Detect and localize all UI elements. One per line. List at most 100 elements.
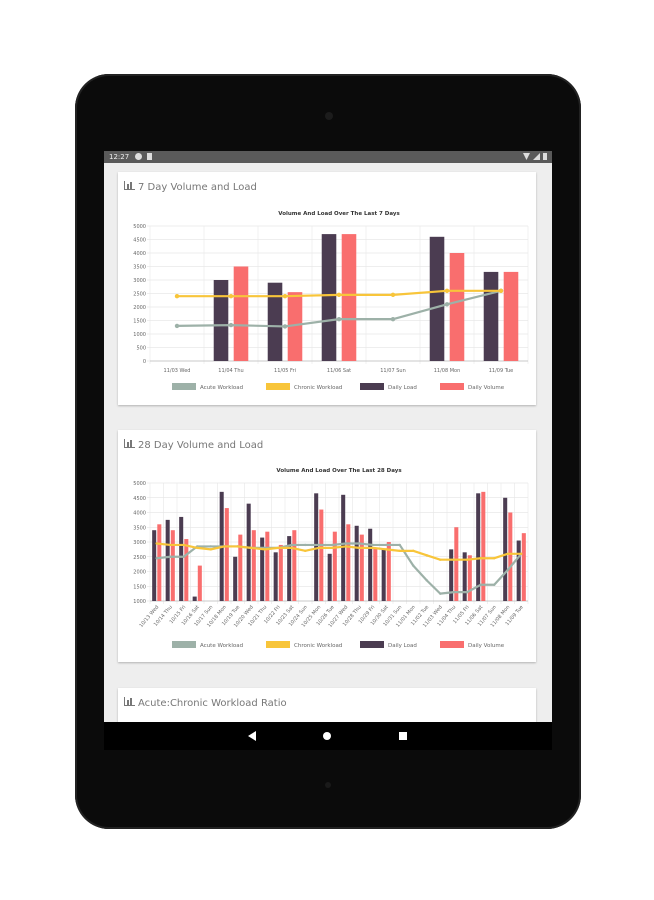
bar-daily-load xyxy=(152,530,157,601)
bar-daily-volume xyxy=(341,234,357,361)
status-bar: 12:27 xyxy=(104,151,552,163)
bar-daily-load xyxy=(354,525,359,601)
point-chronic-workload xyxy=(277,546,280,550)
bar-daily-volume xyxy=(233,266,249,361)
bar-daily-volume xyxy=(287,292,303,361)
legend-swatch xyxy=(266,641,290,648)
home-sensor xyxy=(325,782,331,788)
signal-icon xyxy=(533,153,540,160)
bar-daily-volume xyxy=(292,530,297,601)
point-chronic-workload xyxy=(223,545,226,548)
bar-daily-volume xyxy=(503,271,519,361)
point-acute-workload xyxy=(155,557,158,560)
y-tick-label: 2500 xyxy=(133,292,146,298)
wifi-icon xyxy=(523,153,530,160)
point-chronic-workload xyxy=(331,546,334,550)
bar-daily-volume xyxy=(449,253,465,361)
point-acute-workload xyxy=(506,568,509,572)
y-tick-label: 3000 xyxy=(133,540,146,546)
home-icon[interactable] xyxy=(323,732,331,740)
line-chronic-workload xyxy=(155,542,523,561)
point-chronic-workload xyxy=(196,546,199,550)
bar-daily-volume xyxy=(170,530,175,601)
card-7-day: 7 Day Volume and Load Volume And Load Ov… xyxy=(118,172,536,405)
legend-swatch xyxy=(440,641,464,648)
point-acute-workload xyxy=(174,323,180,329)
chart-title: Volume And Load Over The Last 28 Days xyxy=(276,468,402,474)
point-chronic-workload xyxy=(155,542,158,545)
bar-chart-icon xyxy=(124,439,135,448)
point-acute-workload xyxy=(358,542,361,545)
bar-daily-volume xyxy=(521,533,526,601)
legend-swatch xyxy=(360,383,384,390)
card-title: 28 Day Volume and Load xyxy=(124,439,263,451)
bar-daily-volume xyxy=(238,534,243,601)
sync-icon xyxy=(135,153,142,160)
recents-icon[interactable] xyxy=(399,732,407,740)
point-acute-workload xyxy=(336,316,342,322)
point-acute-workload xyxy=(182,555,185,558)
bar-daily-load xyxy=(165,519,170,601)
x-tick-label: 11/07 Sun xyxy=(380,368,406,374)
legend-label: Daily Load xyxy=(388,385,417,391)
bar-daily-load xyxy=(476,493,481,601)
y-tick-label: 3000 xyxy=(133,278,146,284)
point-chronic-workload xyxy=(209,548,212,551)
point-chronic-workload xyxy=(439,558,442,561)
point-chronic-workload xyxy=(371,546,374,550)
bar-daily-load xyxy=(192,596,197,601)
bar-daily-volume xyxy=(386,542,391,601)
y-tick-label: 0 xyxy=(143,359,146,365)
battery-icon xyxy=(543,153,547,160)
card-acwr: Acute:Chronic Workload Ratio xyxy=(118,688,536,728)
bar-daily-load xyxy=(429,236,445,361)
bar-daily-load xyxy=(449,549,454,601)
navigation-bar xyxy=(104,722,552,750)
bar-daily-load xyxy=(246,503,251,601)
point-chronic-workload xyxy=(344,545,347,548)
legend-label: Daily Load xyxy=(388,643,417,649)
y-tick-label: 2500 xyxy=(133,555,146,561)
point-acute-workload xyxy=(444,302,450,307)
y-tick-label: 500 xyxy=(136,346,146,352)
legend-swatch xyxy=(440,383,464,390)
point-acute-workload xyxy=(371,543,374,547)
point-chronic-workload xyxy=(520,552,523,555)
bar-daily-volume xyxy=(359,534,364,601)
bar-daily-volume xyxy=(184,539,189,601)
point-chronic-workload xyxy=(174,294,180,299)
bar-daily-load xyxy=(314,493,319,601)
legend-label: Chronic Workload xyxy=(294,643,342,649)
legend-swatch xyxy=(172,641,196,648)
point-chronic-workload xyxy=(263,548,266,551)
y-tick-label: 1000 xyxy=(133,332,146,338)
y-tick-label: 2000 xyxy=(133,570,146,576)
bar-daily-volume xyxy=(467,555,472,601)
point-acute-workload xyxy=(290,543,293,547)
bar-daily-load xyxy=(321,234,337,361)
legend-label: Acute Workload xyxy=(200,385,243,391)
point-acute-workload xyxy=(452,590,455,594)
chart-7-day: Volume And Load Over The Last 7 Days 0 500… xyxy=(133,211,529,391)
point-chronic-workload xyxy=(506,552,509,555)
point-chronic-workload xyxy=(385,548,388,551)
back-icon[interactable] xyxy=(248,731,256,741)
bar-daily-volume xyxy=(346,524,351,601)
point-chronic-workload xyxy=(444,288,450,293)
point-acute-workload xyxy=(466,590,469,594)
point-acute-workload xyxy=(439,592,442,595)
legend-label: Chronic Workload xyxy=(294,385,342,391)
x-tick-label: 11/09 Tue xyxy=(489,368,514,374)
point-chronic-workload xyxy=(425,554,428,557)
card-title-text: Acute:Chronic Workload Ratio xyxy=(138,698,287,709)
bar-daily-load xyxy=(260,537,265,601)
bar-daily-load xyxy=(213,280,229,361)
x-tick-label: 11/04 Thu xyxy=(218,368,243,374)
legend-label: Daily Volume xyxy=(468,385,505,391)
bar-daily-load xyxy=(273,552,278,601)
x-tick-label: 11/03 Wed xyxy=(164,368,191,374)
bar-daily-volume xyxy=(508,512,513,601)
legend-swatch xyxy=(266,383,290,390)
legend-label: Acute Workload xyxy=(200,643,243,649)
card-title-text: 28 Day Volume and Load xyxy=(138,440,264,451)
